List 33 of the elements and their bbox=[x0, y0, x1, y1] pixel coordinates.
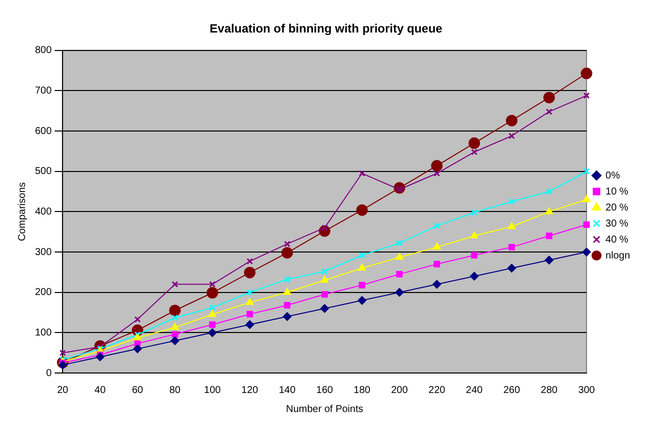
x-tick-label: 260 bbox=[503, 384, 520, 396]
y-tick-label: 700 bbox=[34, 85, 52, 96]
y-tick-label: 500 bbox=[34, 166, 52, 178]
y-tick-label: 200 bbox=[34, 287, 52, 298]
x-tick-label: 240 bbox=[466, 384, 484, 396]
x-tick-label: 100 bbox=[204, 384, 222, 396]
legend-label: 40 % bbox=[606, 234, 628, 246]
legend-label: 10 % bbox=[606, 186, 628, 198]
x-tick-label: 200 bbox=[391, 384, 408, 396]
legend-label: 30 % bbox=[606, 218, 628, 230]
x-tick-label: 80 bbox=[169, 384, 181, 396]
y-tick-label: 0 bbox=[46, 368, 52, 379]
legend-label: 20 % bbox=[606, 202, 628, 214]
y-axis-title: Comparisons bbox=[16, 182, 28, 242]
x-tick-label: 160 bbox=[316, 384, 334, 396]
x-tick-label: 120 bbox=[241, 384, 259, 396]
x-tick-label: 300 bbox=[578, 384, 596, 396]
x-axis-title: Number of Points bbox=[286, 404, 364, 415]
y-tick-label: 400 bbox=[34, 206, 52, 218]
y-tick-label: 800 bbox=[34, 45, 52, 56]
x-tick-label: 40 bbox=[94, 384, 106, 396]
x-tick-label: 180 bbox=[354, 384, 371, 396]
x-tick-label: 220 bbox=[428, 384, 446, 396]
legend-label: nlogn bbox=[606, 250, 630, 262]
chart-title: Evaluation of binning with priority queue bbox=[210, 22, 443, 36]
legend-label: 0% bbox=[606, 170, 620, 182]
x-tick-label: 60 bbox=[132, 384, 144, 396]
x-tick-label: 140 bbox=[278, 384, 296, 396]
x-tick-label: 20 bbox=[57, 384, 69, 396]
y-tick-label: 300 bbox=[34, 246, 52, 258]
y-tick-label: 600 bbox=[34, 126, 52, 137]
y-tick-label: 100 bbox=[34, 327, 52, 338]
x-tick-label: 280 bbox=[540, 384, 558, 396]
